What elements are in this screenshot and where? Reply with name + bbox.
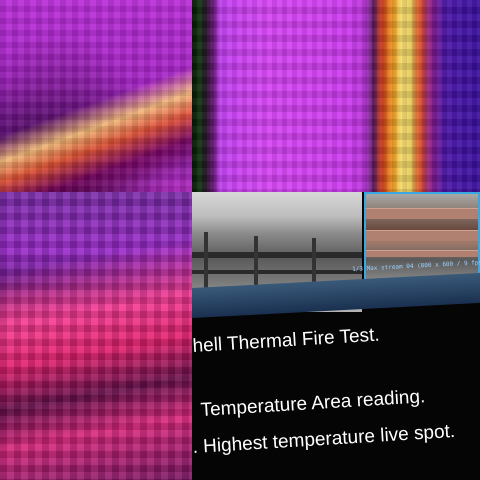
pipe-camera-thumbnail[interactable] bbox=[364, 192, 480, 284]
thermal-view-top-left bbox=[0, 0, 192, 192]
caption-line-2: Temperature Area reading. bbox=[200, 386, 426, 421]
caption-line-3: . Highest temperature live spot. bbox=[192, 420, 456, 458]
caption-line-1: hell Thermal Fire Test. bbox=[192, 324, 381, 357]
thermal-view-bottom-left bbox=[0, 192, 192, 480]
thermal-view-top-right bbox=[192, 0, 480, 192]
video-caption-panel: 1/3 Max stream 04 (800 x 600 / 9 fps) he… bbox=[192, 192, 480, 480]
